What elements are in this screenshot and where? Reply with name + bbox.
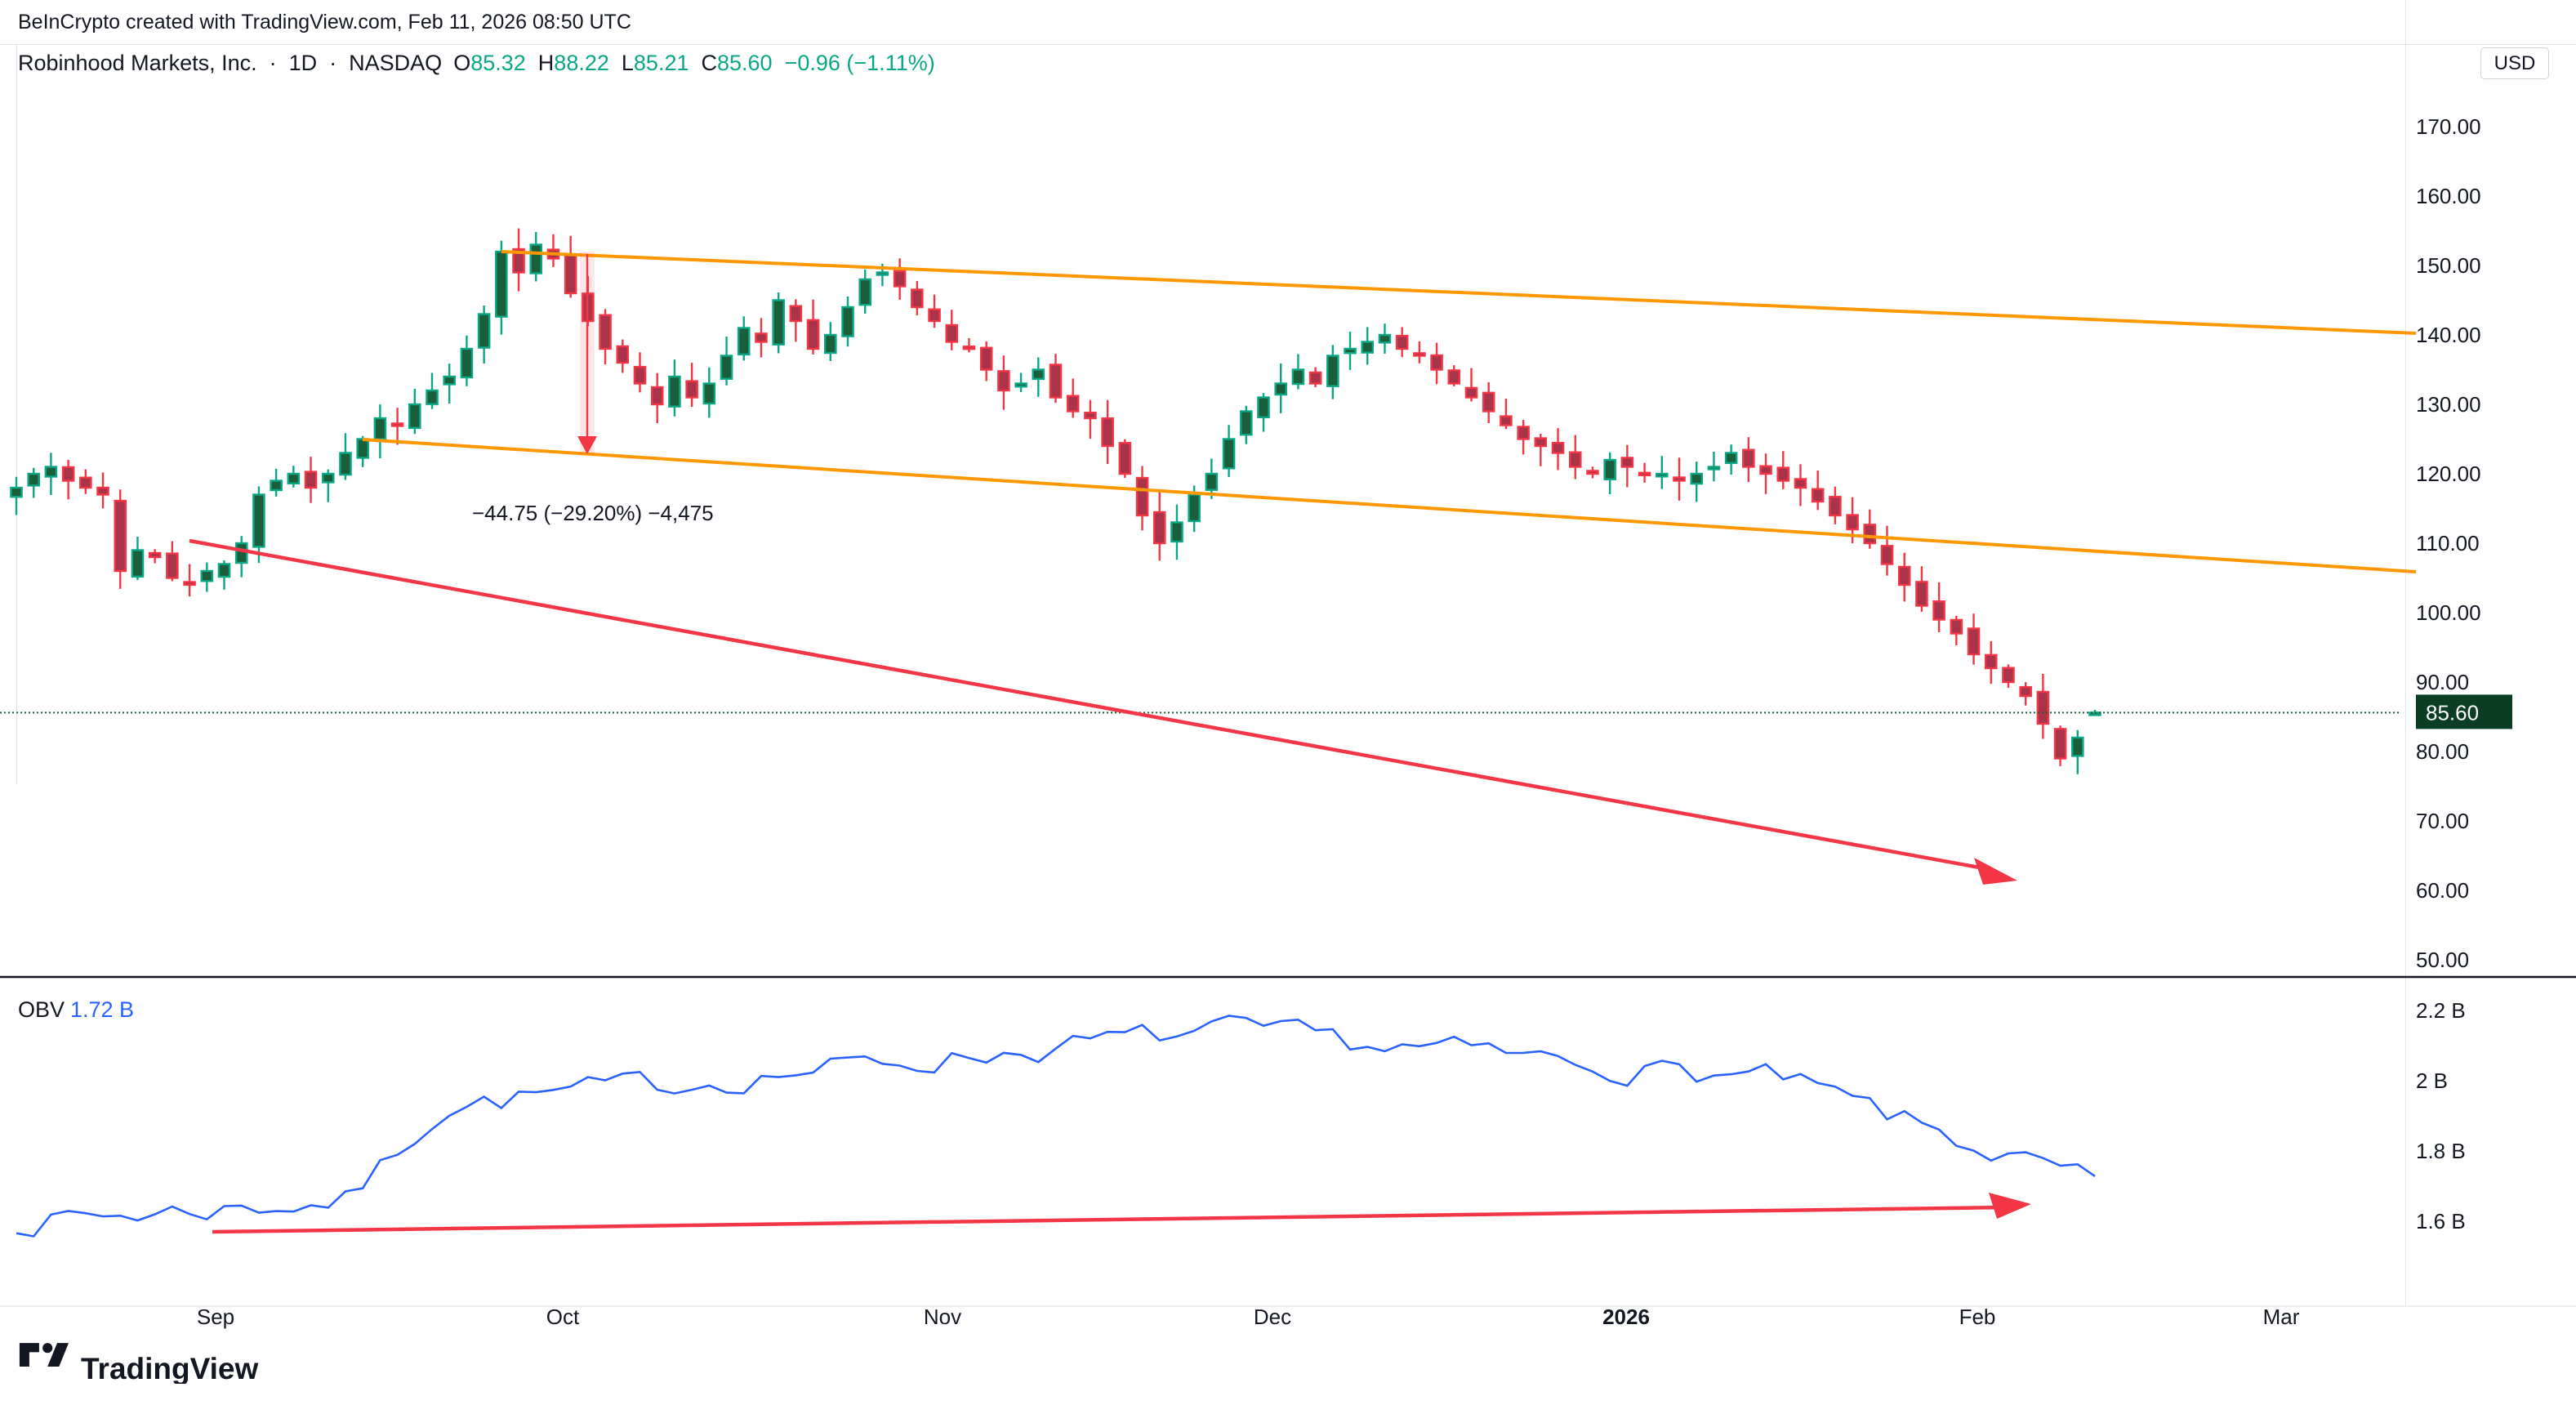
svg-text:Oct: Oct xyxy=(546,1305,580,1329)
svg-text:1.6 B: 1.6 B xyxy=(2416,1209,2466,1233)
svg-text:1.72 B: 1.72 B xyxy=(70,997,134,1022)
svg-text:120.00: 120.00 xyxy=(2416,462,2481,486)
svg-text:2026: 2026 xyxy=(1602,1305,1650,1329)
svg-text:OBV: OBV xyxy=(18,997,65,1022)
svg-text:−44.75 (−29.20%) −4,475: −44.75 (−29.20%) −4,475 xyxy=(472,501,714,525)
svg-text:170.00: 170.00 xyxy=(2416,114,2481,139)
svg-text:50.00: 50.00 xyxy=(2416,948,2469,972)
svg-text:110.00: 110.00 xyxy=(2416,531,2480,555)
svg-text:60.00: 60.00 xyxy=(2416,878,2469,903)
svg-text:2.2 B: 2.2 B xyxy=(2416,998,2466,1023)
svg-text:85.60: 85.60 xyxy=(2426,700,2479,725)
svg-text:Mar: Mar xyxy=(2263,1305,2300,1329)
svg-text:100.00: 100.00 xyxy=(2416,600,2481,625)
svg-text:90.00: 90.00 xyxy=(2416,670,2469,694)
svg-text:80.00: 80.00 xyxy=(2416,739,2469,764)
svg-text:1.8 B: 1.8 B xyxy=(2416,1139,2466,1163)
svg-text:TradingView: TradingView xyxy=(81,1352,258,1384)
svg-text:140.00: 140.00 xyxy=(2416,323,2481,347)
svg-text:Dec: Dec xyxy=(1254,1305,1291,1329)
svg-text:2 B: 2 B xyxy=(2416,1068,2448,1093)
svg-text:Nov: Nov xyxy=(924,1305,961,1329)
svg-text:Sep: Sep xyxy=(197,1305,234,1329)
svg-text:150.00: 150.00 xyxy=(2416,253,2481,278)
svg-text:Feb: Feb xyxy=(1959,1305,1996,1329)
svg-text:130.00: 130.00 xyxy=(2416,392,2481,417)
svg-text:160.00: 160.00 xyxy=(2416,184,2481,208)
svg-text:70.00: 70.00 xyxy=(2416,809,2469,833)
